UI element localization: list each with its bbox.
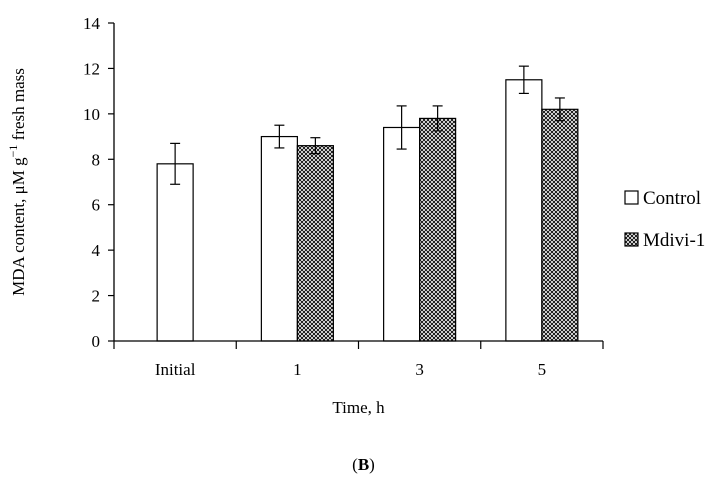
panel-label-letter: B <box>357 455 370 474</box>
bar-control <box>383 126 421 342</box>
y-tick-label: 2 <box>92 287 101 306</box>
legend-label: Control <box>643 188 701 209</box>
y-tick-label: 4 <box>92 241 101 260</box>
y-axis-title-rest: fresh mass <box>9 68 28 144</box>
y-axis-title-superscript: −1 <box>6 145 20 158</box>
chart: 0 2 4 6 8 10 12 14 Initial 1 3 5 Time, h MDA conte… <box>6 14 705 417</box>
bar-control <box>260 135 298 342</box>
x-axis-title: Time, h <box>332 398 385 417</box>
y-tick-label: 10 <box>83 105 100 124</box>
x-tick-label: Initial <box>155 360 196 379</box>
legend-swatch <box>624 232 639 247</box>
y-tick-label: 8 <box>92 150 101 169</box>
y-tick-label: 14 <box>83 14 101 33</box>
y-tick-label: 12 <box>83 59 100 78</box>
x-tick-label: 5 <box>538 360 547 379</box>
error-bars <box>170 65 565 185</box>
x-tick-label: 3 <box>415 360 424 379</box>
y-tick-label: 0 <box>92 332 101 351</box>
y-axis-title-main: MDA content, μM g <box>9 157 28 296</box>
x-tick-label: 1 <box>293 360 302 379</box>
bar-mdivi-1 <box>419 117 457 342</box>
bar-mdivi-1 <box>296 145 334 342</box>
bar-control <box>505 79 543 342</box>
y-axis-title: MDA content, μM g−1 fresh mass <box>6 68 28 296</box>
x-axis-ticks: Initial 1 3 5 <box>113 341 604 379</box>
bar-control <box>156 163 194 342</box>
panel-label: (B) <box>352 455 375 474</box>
y-axis-ticks: 0 2 4 6 8 10 12 14 <box>83 14 114 351</box>
bars <box>156 79 579 342</box>
legend-label: Mdivi-1 <box>643 230 705 251</box>
legend-swatch <box>624 190 639 205</box>
bar-mdivi-1 <box>541 108 579 342</box>
y-tick-label: 6 <box>92 196 101 215</box>
legend: Control Mdivi-1 <box>624 188 705 251</box>
